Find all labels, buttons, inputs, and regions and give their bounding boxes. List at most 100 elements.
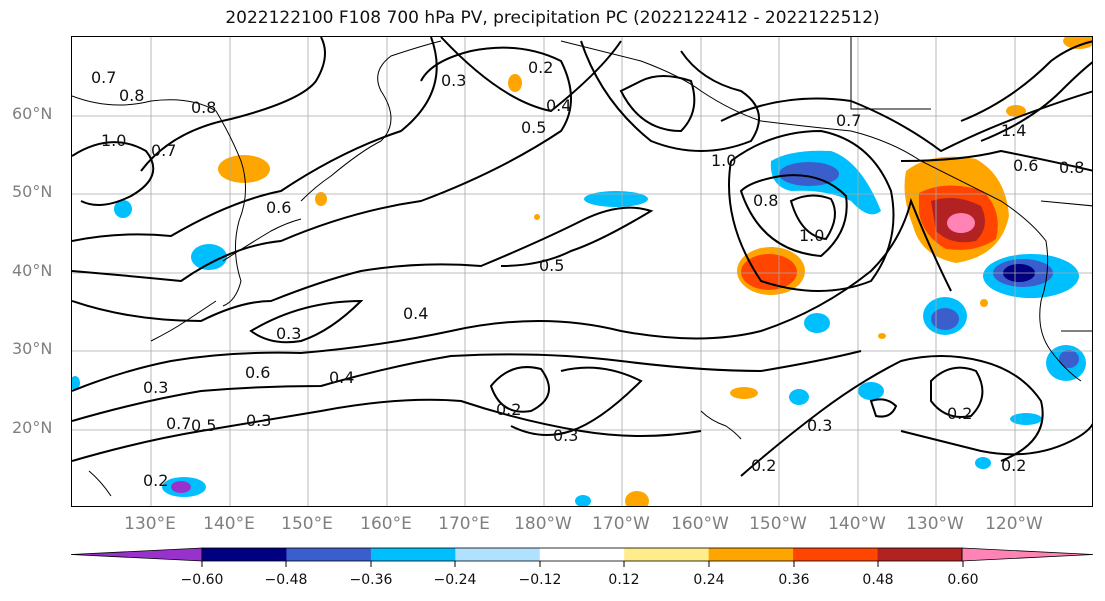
contour-label: 0.4	[329, 368, 354, 387]
contour-gulf-0-7	[720, 90, 1092, 153]
contour-canada-1	[960, 40, 1092, 122]
map-title: 2022122100 F108 700 hPa PV, precipitatio…	[225, 8, 880, 28]
kamchatka-coast	[300, 40, 442, 202]
colorbar-segment	[793, 548, 879, 561]
contour-label: 0.5	[539, 256, 564, 275]
precip-negative-offshore-inner	[931, 308, 959, 330]
precip-negative-subtropic-a	[858, 382, 884, 400]
colorbar-segment	[370, 548, 456, 561]
longitude-label-150e: 150°E	[281, 514, 333, 534]
pv-contours	[72, 37, 1092, 477]
precip-negative-gulf-inner	[779, 162, 839, 186]
colorbar-segment	[202, 548, 287, 561]
longitude-label-130e: 130°E	[124, 514, 176, 534]
contour-asia-2	[72, 37, 438, 242]
contour-label: 0.7	[166, 414, 191, 433]
precip-negative-subtropic-c	[1010, 413, 1042, 425]
contour-label: 0.8	[119, 86, 144, 105]
colorbar-tick-label: −0.12	[518, 572, 562, 588]
precip-positive-south-edge	[625, 491, 649, 506]
contour-label: 1.4	[1001, 121, 1026, 140]
contour-label: 0.2	[751, 456, 776, 475]
precip-negative-philippine-core	[171, 481, 191, 493]
contour-canada-2	[980, 61, 1092, 142]
latitude-label-60n: 60°N	[12, 104, 53, 123]
colorbar-tick-label: 0.36	[778, 572, 810, 588]
colorbar-segment	[286, 548, 372, 561]
contour-label: 0.2	[528, 58, 553, 77]
colorbar-tick-label: −0.48	[264, 572, 308, 588]
contour-bering-inner	[619, 75, 696, 133]
colorbar-tick-label: −0.36	[349, 572, 393, 588]
contour-pacific-0-5	[72, 46, 572, 283]
contour-coast-1-0	[900, 149, 1092, 172]
longitude-label-180w: 180°W	[514, 514, 572, 534]
precip-positive-japan-sea	[218, 155, 270, 183]
precip-positive-dot-west	[534, 214, 540, 220]
latitude-label-50n: 50°N	[12, 182, 53, 201]
contour-label: 0.2	[1001, 456, 1026, 475]
contour-label: 0.6	[266, 198, 291, 217]
colorbar-segment	[877, 548, 963, 561]
colorbar-ticks	[201, 561, 964, 567]
precip-negative-mexico-inner	[1059, 350, 1079, 368]
precip-negative-aleutian-south	[584, 191, 648, 207]
alaska-border	[850, 37, 931, 110]
map-svg: 0.8 0.7 1.0 0.7 0.8 0.6 0.3 0.2 0.5 0.4 …	[72, 37, 1092, 506]
contour-label: 0.3	[246, 411, 271, 430]
colorbar-tick-label: −0.60	[180, 572, 224, 588]
contour-label: 1.0	[101, 131, 126, 150]
colorbar-extend-high	[961, 547, 1094, 562]
longitude-label-130w: 130°W	[906, 514, 964, 534]
contour-east-0-2	[740, 355, 1044, 477]
contour-0-2-loop-east	[930, 366, 984, 418]
asia-coast	[72, 95, 246, 307]
contour-0-4-north	[440, 37, 622, 113]
precipitation-shading	[72, 37, 1092, 506]
latitude-label-30n: 30°N	[12, 339, 53, 358]
precip-negative-subtropic-d	[975, 457, 991, 469]
colorbar-segment	[624, 548, 710, 561]
contour-label: 0.5	[191, 416, 216, 435]
longitude-label-170e: 170°E	[438, 514, 490, 534]
us-canada-border	[1040, 200, 1092, 207]
latitude-label-20n: 20°N	[12, 418, 53, 437]
contour-label: 0.7	[836, 111, 861, 130]
contour-0-2-loop	[489, 366, 550, 413]
contour-labels: 0.8 0.7 1.0 0.7 0.8 0.6 0.3 0.2 0.5 0.4 …	[91, 58, 1084, 490]
precip-negative-south-small	[575, 495, 591, 506]
latitude-label-40n: 40°N	[12, 261, 53, 280]
colorbar-outline	[201, 547, 963, 562]
contour-label: 0.3	[143, 378, 168, 397]
contour-label: 0.3	[807, 416, 832, 435]
contour-label: 0.3	[441, 71, 466, 90]
colorbar-tick-label: 0.12	[608, 572, 640, 588]
precip-positive-hawaii-north	[730, 387, 758, 399]
precip-positive-pacific-mid-inner	[741, 254, 797, 290]
contour-gulf-low-1-0	[739, 174, 848, 258]
colorbar-segment	[455, 548, 541, 561]
longitude-label-140e: 140°E	[203, 514, 255, 534]
contour-label: 0.4	[403, 304, 428, 323]
longitude-label-170w: 170°W	[592, 514, 650, 534]
precip-positive-gulf-small	[1006, 105, 1026, 117]
precip-negative-japan	[191, 244, 227, 270]
precip-positive-canada-top	[1063, 37, 1092, 49]
colorbar-segment	[708, 548, 794, 561]
contour-label: 0.2	[947, 404, 972, 423]
contour-gulf-low-0-8	[728, 129, 895, 292]
colorbar-tick-label: 0.60	[947, 572, 979, 588]
colorbar-segment	[539, 548, 625, 561]
precip-positive-dot-mid	[878, 333, 886, 339]
hawaii-islands	[700, 410, 742, 440]
longitude-label-150w: 150°W	[749, 514, 807, 534]
contour-label: 0.8	[1059, 158, 1084, 177]
japan-coast	[222, 218, 302, 262]
graticule	[72, 37, 1092, 506]
precip-positive-bering-small	[508, 74, 522, 92]
contour-0-3-south	[510, 366, 643, 436]
contour-east-0-2-b	[900, 423, 1092, 456]
contour-label: 0.7	[91, 68, 116, 87]
contour-label: 0.7	[151, 141, 176, 160]
colorbar-tick-label: 0.24	[693, 572, 725, 588]
